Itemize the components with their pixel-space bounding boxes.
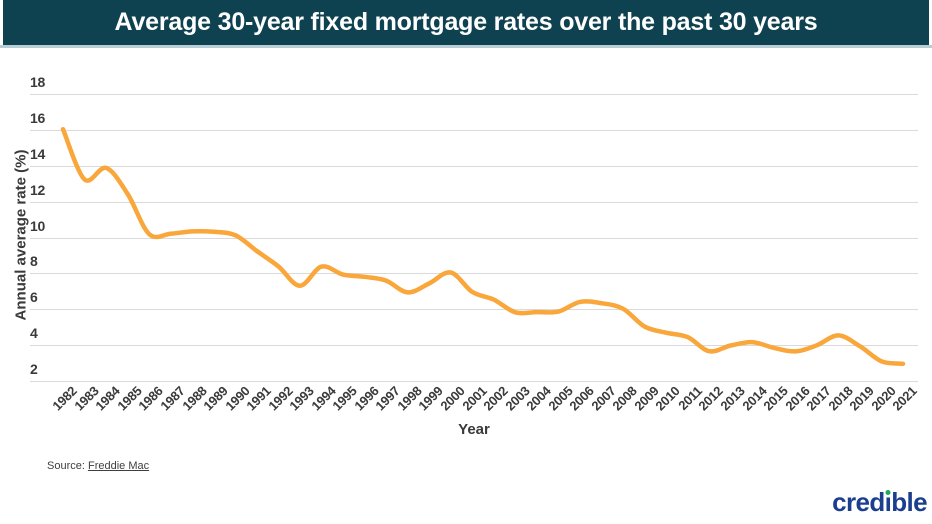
logo-i-dot: ı <box>884 487 892 517</box>
x-axis-title: Year <box>458 421 490 438</box>
banner-underline <box>0 45 932 48</box>
y-tick-label: 8 <box>30 253 38 270</box>
gridline <box>30 309 918 311</box>
gridline <box>30 94 918 95</box>
title-banner: Average 30-year fixed mortgage rates ove… <box>3 0 929 45</box>
source-link[interactable]: Freddie Mac <box>87 460 150 472</box>
gridline <box>30 129 918 131</box>
gridline <box>30 273 918 275</box>
gridline <box>30 237 918 239</box>
y-axis-title: Annual average rate (%) <box>12 149 30 321</box>
y-tick-label: 12 <box>30 181 45 198</box>
logo-text-after: ble <box>891 487 927 517</box>
y-tick-label: 4 <box>30 325 38 342</box>
page-title: Average 30-year fixed mortgage rates ove… <box>114 8 818 36</box>
y-tick-label: 6 <box>30 289 38 306</box>
gridline <box>30 201 918 203</box>
y-tick-label: 2 <box>30 361 38 377</box>
rate-line <box>60 126 906 367</box>
gridline <box>30 381 918 382</box>
source-note: Source: Freddie Mac <box>47 460 149 472</box>
credible-logo: credıble <box>832 487 928 517</box>
source-label: Source: <box>47 460 88 472</box>
gridline <box>30 345 918 347</box>
y-tick-label: 18 <box>30 74 45 90</box>
logo-text-before: cred <box>832 487 885 517</box>
gridline <box>30 165 918 167</box>
y-tick-label: 10 <box>30 217 45 234</box>
y-tick-label: 16 <box>30 109 45 126</box>
x-tick-label: 2021 <box>889 383 920 414</box>
y-tick-label: 14 <box>30 145 45 162</box>
